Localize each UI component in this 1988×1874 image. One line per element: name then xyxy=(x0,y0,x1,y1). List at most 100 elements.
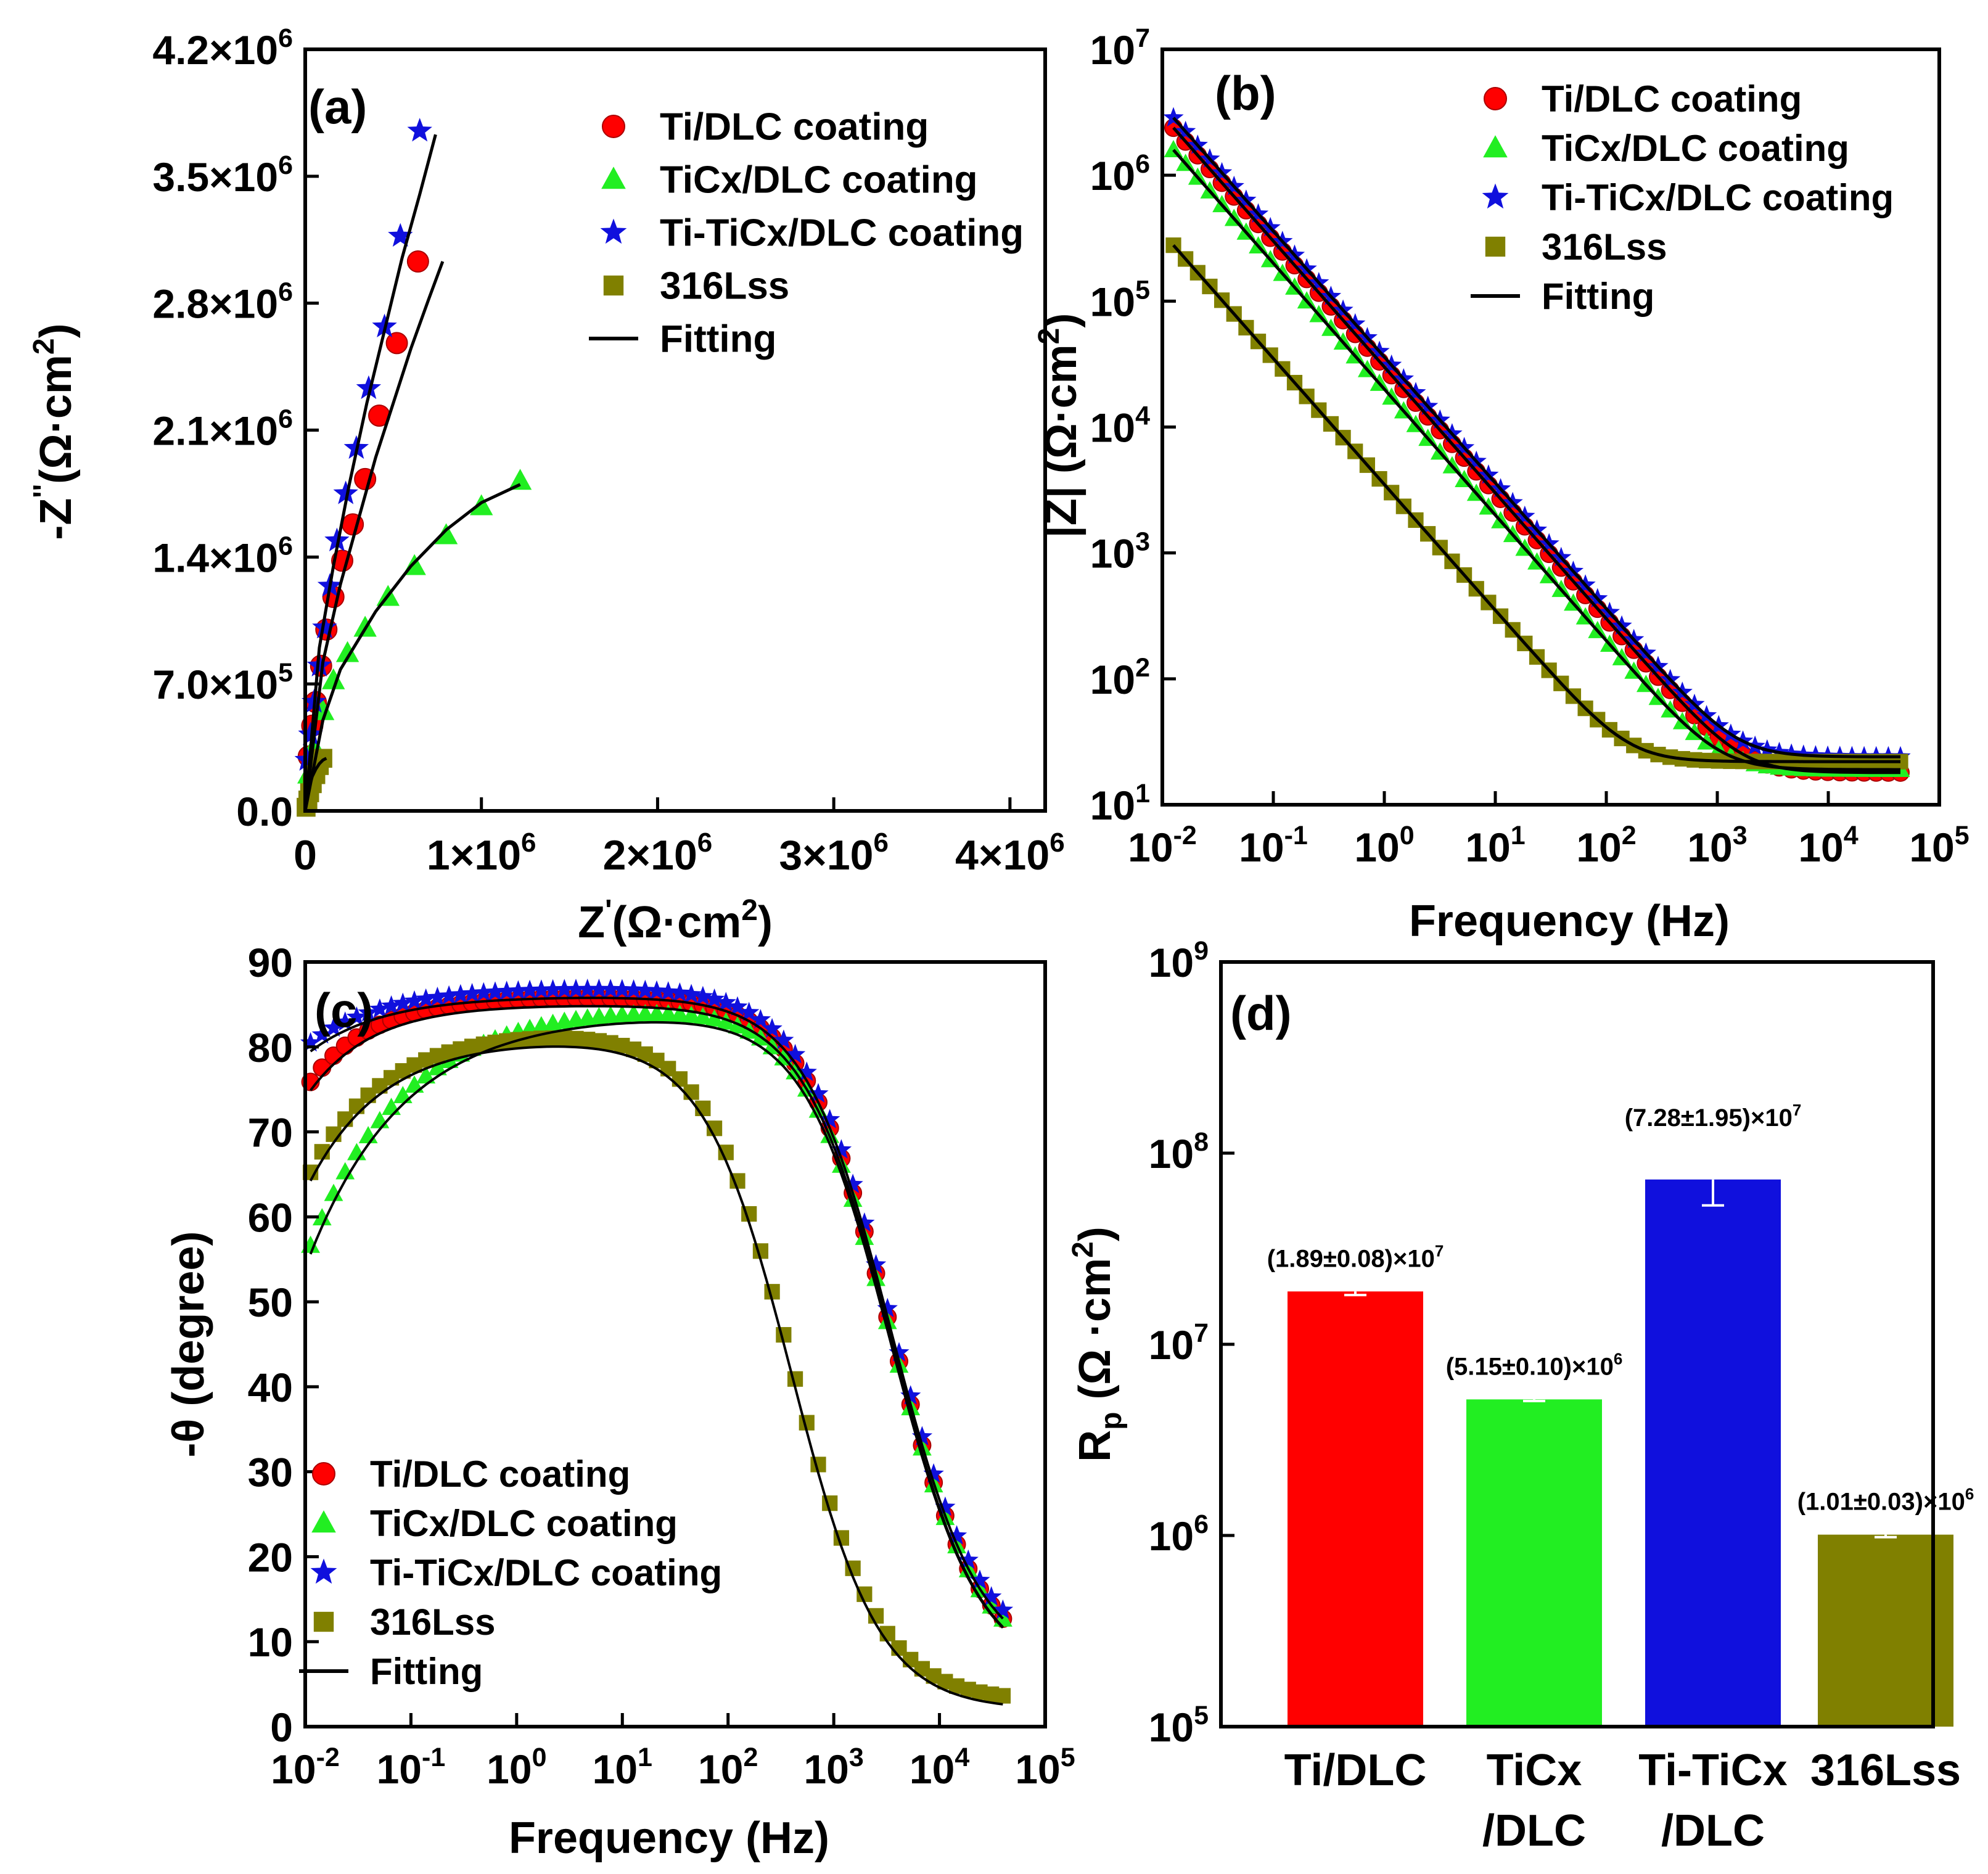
c-ytick-label: 50 xyxy=(248,1280,293,1325)
c-point-ti-ticx-dlc xyxy=(739,1001,760,1022)
d-category-label-ti-ticx-dlc: /DLC xyxy=(1661,1806,1765,1856)
panel-c-marks xyxy=(300,979,1014,1706)
panel-c: 10-2 10-1 100 101 102 103 104 105 0 10 20 30 40 50 60 7… xyxy=(164,940,1075,1863)
a-fit-line-ti-dlc xyxy=(303,261,445,812)
b-xtick-label: 102 xyxy=(1576,821,1636,870)
b-ytick-label: 101 xyxy=(1090,779,1150,828)
d-ytick-label: 108 xyxy=(1149,1127,1209,1177)
c-point-316lss xyxy=(995,1688,1011,1704)
a-ytick-label: 3.5×106 xyxy=(152,150,293,200)
a-fit-line-ticx-dlc xyxy=(303,483,521,812)
c-point-ti-ticx-dlc xyxy=(311,1024,332,1044)
c-ytick-label: 20 xyxy=(248,1534,293,1580)
c-point-ti-ticx-dlc xyxy=(784,1043,806,1064)
b-ytick-label: 104 xyxy=(1090,401,1150,451)
c-point-ti-ticx-dlc xyxy=(438,985,459,1005)
a-point-ti-ticx-dlc xyxy=(324,527,350,552)
c-point-ti-ticx-dlc xyxy=(346,1006,368,1026)
c-xtick-label: 101 xyxy=(593,1743,652,1792)
b-fit-line-ticx-dlc xyxy=(1172,149,1900,771)
panel-d-marks: (1.89±0.08)×107 (5.15±0.10)×106 (7.28±1.95… xyxy=(1267,1101,1974,1727)
d-value-label-ti-dlc: (1.89±0.08)×107 xyxy=(1267,1241,1444,1272)
panel-d-label: (d) xyxy=(1230,986,1292,1040)
c-point-ti-ticx-dlc xyxy=(842,1173,863,1193)
c-ytick-label: 10 xyxy=(248,1619,293,1665)
d-category-label-316lss: 316Lss xyxy=(1810,1746,1961,1795)
b-ytick-label: 105 xyxy=(1090,275,1150,324)
c-point-ti-ticx-dlc xyxy=(819,1109,840,1128)
b-fit-line-ti-ticx-dlc xyxy=(1172,117,1900,758)
d-ytick-label: 106 xyxy=(1149,1510,1209,1559)
panel-c-label: (c) xyxy=(314,983,373,1037)
c-point-ti-ticx-dlc xyxy=(496,980,517,1000)
c-point-ti-ticx-dlc xyxy=(531,979,552,999)
a-ytick-label: 7.0×105 xyxy=(152,658,293,707)
panel-a-xlabel: Z'(Ω·cm2) xyxy=(578,894,773,947)
a-legend-label-fitting: Fitting xyxy=(660,318,776,361)
c-legend-marker-ti-ticx-dlc xyxy=(310,1558,337,1584)
c-point-ti-ticx-dlc xyxy=(877,1297,898,1318)
a-legend-label-ti-ticx-dlc: Ti-TiCx/DLC coating xyxy=(660,212,1024,255)
a-xtick-label: 2×106 xyxy=(603,828,713,879)
c-point-ti-ticx-dlc xyxy=(992,1599,1014,1619)
d-bar-ti-ticx-dlc xyxy=(1645,1179,1781,1727)
c-point-ticx-dlc xyxy=(681,1005,701,1023)
b-legend-label-316lss: 316Lss xyxy=(1542,226,1667,268)
c-point-ti-ticx-dlc xyxy=(923,1463,944,1483)
panel-b-legend: Ti/DLC coating TiCx/DLC coating Ti-TiCx/DL… xyxy=(1471,78,1894,317)
a-point-ticx-dlc xyxy=(470,494,493,516)
d-value-label-ti-ticx-dlc: (7.28±1.95)×107 xyxy=(1625,1101,1802,1132)
c-point-ti-ticx-dlc xyxy=(646,980,667,1000)
d-value-label-316lss: (1.01±0.03)×106 xyxy=(1797,1485,1974,1516)
c-xtick-label: 102 xyxy=(698,1743,758,1792)
c-ytick-label: 80 xyxy=(248,1025,293,1071)
d-ytick-label: 105 xyxy=(1149,1701,1209,1750)
c-point-ti-ticx-dlc xyxy=(565,979,586,998)
c-ytick-label: 30 xyxy=(248,1450,293,1495)
c-point-ticx-dlc xyxy=(670,1005,689,1022)
c-xtick-label: 100 xyxy=(487,1743,546,1792)
panel-d: (1.89±0.08)×107 (5.15±0.10)×106 (7.28±1.95… xyxy=(1067,936,1974,1856)
a-legend-marker-ti-ticx-dlc xyxy=(600,218,627,244)
a-ytick-label: 1.4×106 xyxy=(152,531,293,580)
c-legend-label-ti-ticx-dlc: Ti-TiCx/DLC coating xyxy=(370,1552,722,1593)
c-ytick-label: 0 xyxy=(270,1704,293,1750)
c-point-ti-ticx-dlc xyxy=(473,982,494,1002)
c-point-ti-ticx-dlc xyxy=(969,1569,990,1589)
c-point-ti-ticx-dlc xyxy=(958,1549,979,1569)
c-point-ticx-dlc xyxy=(324,1183,343,1201)
c-point-ti-ticx-dlc xyxy=(889,1342,910,1362)
c-legend-label-fitting: Fitting xyxy=(370,1651,483,1692)
c-point-ti-ticx-dlc xyxy=(427,987,448,1006)
c-point-ti-ticx-dlc xyxy=(554,979,575,998)
panel-b-ylabel: |Z| (Ω·cm2) xyxy=(1033,313,1086,538)
d-category-label-ti-ticx-dlc: Ti-TiCx xyxy=(1638,1746,1787,1795)
c-point-ti-ticx-dlc xyxy=(588,979,610,998)
panel-b-label: (b) xyxy=(1215,66,1276,120)
c-fit-line-ticx-dlc xyxy=(309,1021,1004,1629)
b-ytick-label: 102 xyxy=(1090,653,1150,702)
a-legend-marker-ti-dlc xyxy=(602,115,625,138)
a-legend-label-ti-dlc: Ti/DLC coating xyxy=(660,106,929,149)
c-point-ti-ticx-dlc xyxy=(335,1011,356,1031)
panel-a-marks xyxy=(294,118,532,817)
a-legend-marker-316lss xyxy=(603,275,624,296)
b-xtick-label: 105 xyxy=(1909,821,1969,870)
c-point-ti-ticx-dlc xyxy=(808,1083,829,1103)
d-bar-316lss xyxy=(1818,1534,1953,1727)
a-point-ti-dlc xyxy=(406,250,429,273)
c-point-ti-ticx-dlc xyxy=(692,985,713,1006)
c-point-ti-ticx-dlc xyxy=(623,979,644,999)
c-point-ticx-dlc xyxy=(428,1058,447,1075)
c-point-ti-ticx-dlc xyxy=(612,979,633,999)
c-point-ti-ticx-dlc xyxy=(704,988,725,1008)
a-point-ti-ticx-dlc xyxy=(388,223,413,247)
c-point-ti-ticx-dlc xyxy=(507,980,529,1000)
panel-c-legend: Ti/DLC coating TiCx/DLC coating Ti-TiCx/DL… xyxy=(299,1453,722,1692)
b-xtick-label: 101 xyxy=(1465,821,1525,870)
c-xtick-label: 10-2 xyxy=(271,1743,340,1792)
c-point-ti-ticx-dlc xyxy=(577,979,598,998)
b-xtick-label: 103 xyxy=(1687,821,1747,870)
c-point-ti-ticx-dlc xyxy=(911,1426,933,1446)
